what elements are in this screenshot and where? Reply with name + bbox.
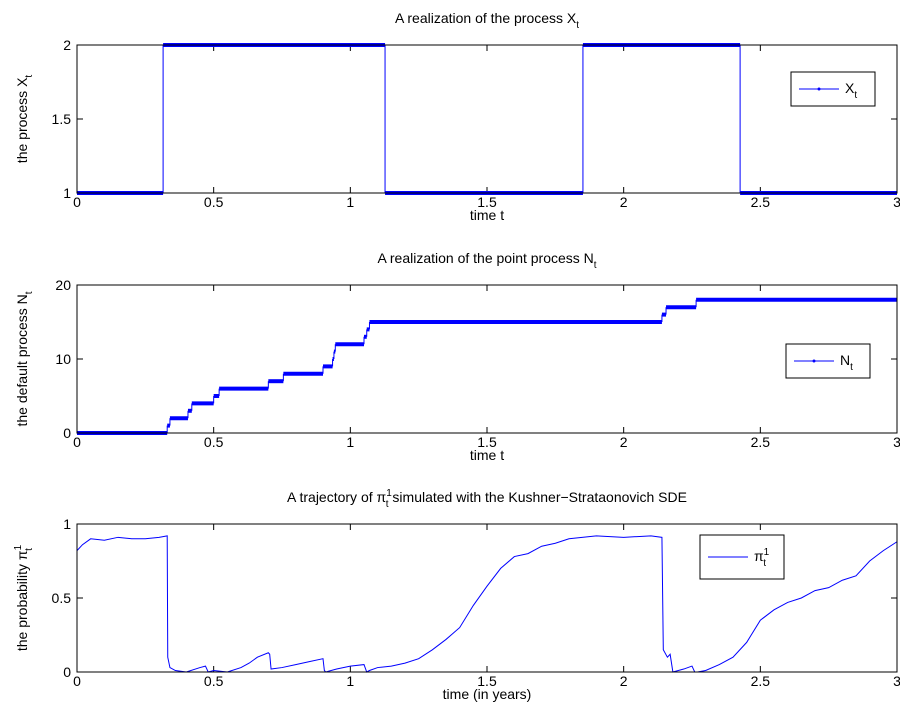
- chart-title: A realization of the point process Nt: [377, 250, 596, 271]
- y-axis-label: the default process Nt: [14, 291, 35, 426]
- x-tick-label: 1: [346, 434, 354, 450]
- chart-title-part: simulated with the Kushner−Strataonovich…: [389, 489, 687, 505]
- x-tick-label: 0.5: [204, 194, 224, 210]
- legend-label-part: N: [840, 352, 850, 368]
- x-tick-label: 2: [620, 434, 628, 450]
- legend-label: Xt: [845, 80, 857, 101]
- y-axis-label: the probability π1t: [13, 544, 35, 651]
- legend-label: Nt: [840, 352, 853, 373]
- legend-label-part: π: [754, 548, 764, 564]
- x-tick-label: 1.5: [477, 434, 497, 450]
- y-axis-label: the process Xt: [14, 75, 35, 164]
- legend: π1 t: [699, 534, 785, 580]
- x-tick-label: 0: [73, 434, 81, 450]
- legend-label-part: t: [850, 362, 853, 373]
- axes-box: [76, 523, 898, 673]
- legend-label-part: t: [763, 558, 766, 569]
- y-axis-label-part: t: [24, 291, 35, 294]
- legend-label-part: t: [854, 90, 857, 101]
- x-tick-label: 2.5: [751, 194, 771, 210]
- y-tick-label: 0: [63, 425, 71, 441]
- x-axis-label: time t: [470, 447, 504, 463]
- x-tick-label: 0.5: [204, 673, 224, 689]
- chart-title-part: A trajectory of π: [287, 489, 386, 505]
- y-axis-label-part: the probability π: [14, 550, 30, 651]
- x-axis-label: time (in years): [443, 686, 532, 702]
- y-tick-label: 1.5: [52, 111, 72, 127]
- x-tick-label: 2: [620, 194, 628, 210]
- legend-label-part: 1: [764, 547, 770, 558]
- y-axis-label-part: 1: [13, 544, 24, 550]
- legend-label: π1 t: [754, 547, 770, 569]
- x-tick-label: 1: [346, 194, 354, 210]
- chart-title-part: 1: [386, 488, 392, 499]
- y-axis-label-part: the default process N: [14, 294, 30, 426]
- y-tick-label: 1: [63, 516, 71, 532]
- y-tick-label: 2: [63, 37, 71, 53]
- axes-box: [76, 284, 898, 434]
- x-tick-label: 3: [893, 194, 900, 210]
- x-axis-label-part: time t: [470, 207, 504, 223]
- y-axis-label-part: t: [24, 75, 35, 78]
- x-tick-label: 3: [893, 434, 900, 450]
- legend-label-part: X: [845, 80, 855, 96]
- chart-title-part: t: [386, 499, 389, 510]
- legend: Nt: [785, 343, 871, 379]
- y-tick-label: 0: [63, 664, 71, 680]
- chart-title-part: A realization of the point process N: [377, 250, 593, 266]
- x-tick-label: 0: [73, 673, 81, 689]
- chart-title: A realization of the process Xt: [395, 10, 579, 31]
- x-tick-label: 0: [73, 194, 81, 210]
- y-tick-label: 10: [55, 351, 71, 367]
- chart-title-part: A realization of the process X: [395, 10, 577, 26]
- legend-marker: [812, 359, 816, 363]
- y-axis-label-part: the process X: [14, 77, 30, 163]
- x-tick-label: 2.5: [751, 434, 771, 450]
- legend: Xt: [790, 71, 876, 107]
- x-tick-label: 0.5: [204, 434, 224, 450]
- y-axis-label-part: t: [24, 548, 35, 551]
- x-axis-label: time t: [470, 207, 504, 223]
- chart-title-part: t: [576, 20, 579, 31]
- y-tick-label: 1: [63, 185, 71, 201]
- x-tick-label: 2: [620, 673, 628, 689]
- x-tick-label: 2.5: [751, 673, 771, 689]
- x-tick-label: 1: [346, 673, 354, 689]
- x-axis-label-part: time t: [470, 447, 504, 463]
- y-tick-label: 0.5: [52, 590, 72, 606]
- x-tick-label: 3: [893, 673, 900, 689]
- y-tick-label: 20: [55, 277, 71, 293]
- trajectory: [76, 535, 898, 673]
- chart-title-part: t: [594, 260, 597, 271]
- x-axis-label-part: time (in years): [443, 686, 532, 702]
- chart-title: A trajectory of π1 t simulated with the K…: [287, 488, 687, 510]
- legend-marker: [817, 87, 821, 91]
- x-tick-label: 1.5: [477, 194, 497, 210]
- x-tick-label: 1.5: [477, 673, 497, 689]
- axes-box: [76, 44, 898, 194]
